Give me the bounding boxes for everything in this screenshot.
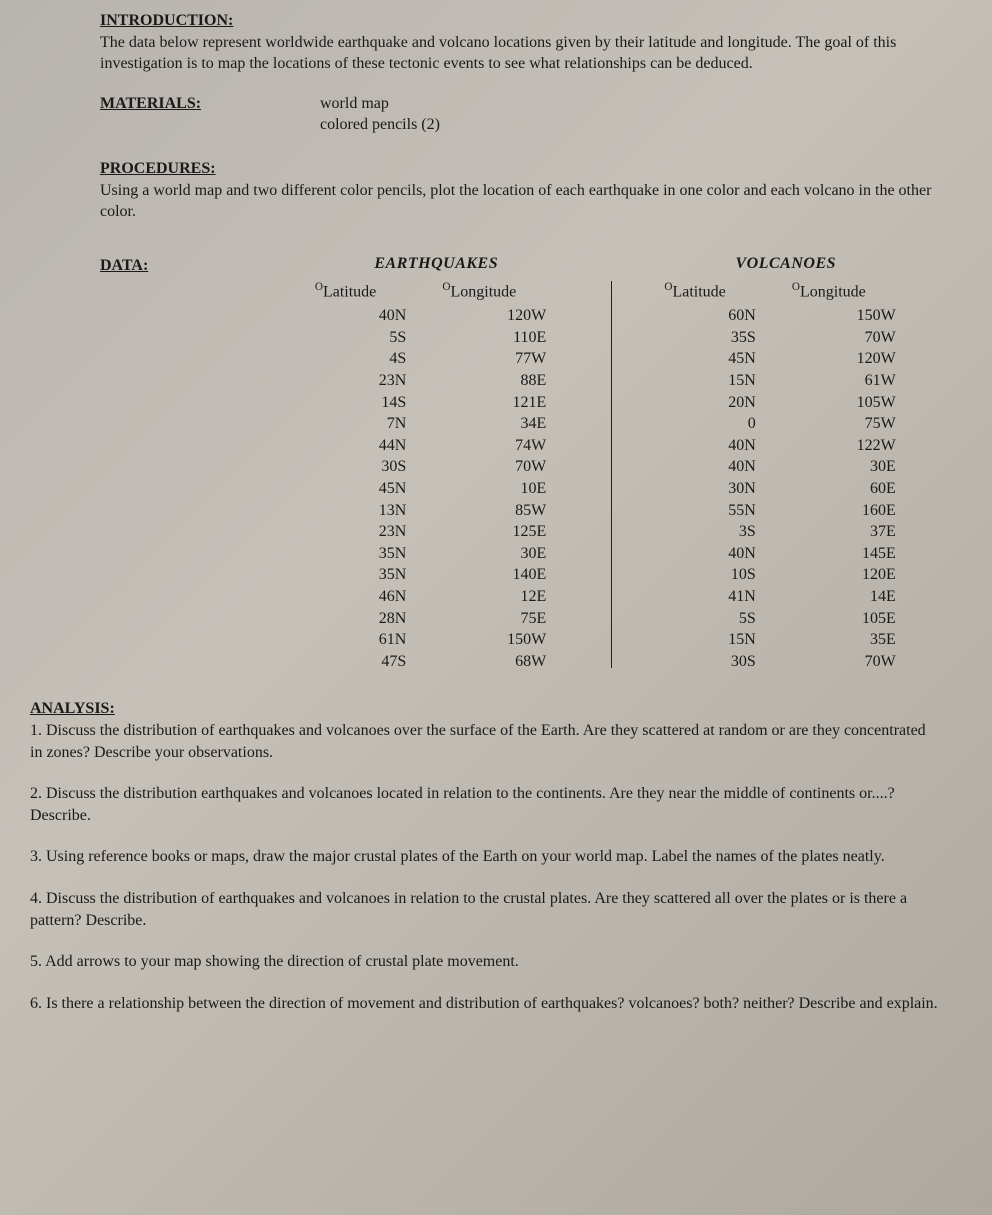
volcano-lon-cell: 35E xyxy=(786,629,896,651)
volcanoes-title: VOLCANOES xyxy=(620,253,953,275)
earthquake-lon-cell: 74W xyxy=(436,435,546,457)
earthquake-lat-cell: 44N xyxy=(296,435,406,457)
volcano-lat-cell: 30S xyxy=(646,651,756,673)
volcano-lat-cell: 40N xyxy=(646,435,756,457)
volcano-lat-cell: 5S xyxy=(646,608,756,630)
volcano-lon-cell: 160E xyxy=(786,500,896,522)
volcano-lon-cell: 120E xyxy=(786,564,896,586)
volcano-lon-cell: 14E xyxy=(786,586,896,608)
volcano-lon-cell: 105E xyxy=(786,608,896,630)
analysis-item: 2. Discuss the distribution earthquakes … xyxy=(30,783,942,826)
earthquake-lon-cell: 70W xyxy=(436,456,546,478)
earthquakes-lat-header: OLatitude xyxy=(296,280,406,303)
earthquake-lat-cell: 23N xyxy=(296,521,406,543)
volcano-lon-cell: 122W xyxy=(786,435,896,457)
earthquake-lon-cell: 68W xyxy=(436,651,546,673)
volcano-lat-cell: 30N xyxy=(646,478,756,500)
earthquake-lat-cell: 30S xyxy=(296,456,406,478)
materials-item: colored pencils (2) xyxy=(320,114,440,136)
earthquakes-title: EARTHQUAKES xyxy=(270,253,603,275)
earthquake-lat-cell: 4S xyxy=(296,348,406,370)
volcano-lat-cell: 10S xyxy=(646,564,756,586)
volcano-lat-cell: 40N xyxy=(646,456,756,478)
volcanoes-lat-header: OLatitude xyxy=(646,280,756,303)
volcano-lon-cell: 30E xyxy=(786,456,896,478)
table-divider xyxy=(611,281,612,669)
volcano-lat-cell: 15N xyxy=(646,629,756,651)
introduction-heading: INTRODUCTION: xyxy=(100,12,233,29)
volcano-lon-cell: 145E xyxy=(786,543,896,565)
earthquake-lon-cell: 12E xyxy=(436,586,546,608)
earthquake-lon-cell: 34E xyxy=(436,413,546,435)
data-section: DATA: EARTHQUAKES OLatitude 40N5S4S23N14… xyxy=(100,253,952,673)
materials-item: world map xyxy=(320,93,440,115)
earthquake-lat-cell: 45N xyxy=(296,478,406,500)
earthquake-lat-cell: 14S xyxy=(296,392,406,414)
volcano-lat-cell: 3S xyxy=(646,521,756,543)
volcano-lat-cell: 0 xyxy=(646,413,756,435)
earthquake-lon-cell: 85W xyxy=(436,500,546,522)
procedures-section: PROCEDURES: Using a world map and two di… xyxy=(100,158,952,223)
introduction-text: The data below represent worldwide earth… xyxy=(100,34,896,73)
earthquakes-column: EARTHQUAKES OLatitude 40N5S4S23N14S7N44N… xyxy=(270,253,603,673)
earthquake-lat-cell: 46N xyxy=(296,586,406,608)
volcano-lon-cell: 75W xyxy=(786,413,896,435)
volcano-lon-cell: 120W xyxy=(786,348,896,370)
volcano-lon-cell: 37E xyxy=(786,521,896,543)
earthquake-lon-cell: 125E xyxy=(436,521,546,543)
analysis-heading: ANALYSIS: xyxy=(30,700,115,717)
volcano-lat-cell: 41N xyxy=(646,586,756,608)
earthquake-lat-cell: 61N xyxy=(296,629,406,651)
earthquake-lon-cell: 88E xyxy=(436,370,546,392)
volcano-lat-cell: 35S xyxy=(646,327,756,349)
volcano-lon-cell: 70W xyxy=(786,651,896,673)
analysis-item: 4. Discuss the distribution of earthquak… xyxy=(30,888,942,931)
earthquake-lon-cell: 150W xyxy=(436,629,546,651)
earthquake-lon-cell: 120W xyxy=(436,305,546,327)
earthquake-lon-cell: 121E xyxy=(436,392,546,414)
volcano-lon-cell: 61W xyxy=(786,370,896,392)
earthquake-lat-cell: 5S xyxy=(296,327,406,349)
materials-list: world map colored pencils (2) xyxy=(320,93,440,136)
volcano-lat-cell: 15N xyxy=(646,370,756,392)
earthquake-lon-cell: 75E xyxy=(436,608,546,630)
materials-section: MATERIALS: world map colored pencils (2) xyxy=(100,93,952,136)
volcano-lat-cell: 60N xyxy=(646,305,756,327)
volcano-lon-cell: 70W xyxy=(786,327,896,349)
procedures-text: Using a world map and two different colo… xyxy=(100,182,931,221)
volcanoes-column: VOLCANOES OLatitude 60N35S45N15N20N040N4… xyxy=(620,253,953,673)
earthquake-lon-cell: 10E xyxy=(436,478,546,500)
earthquake-lat-cell: 47S xyxy=(296,651,406,673)
volcano-lat-cell: 55N xyxy=(646,500,756,522)
volcano-lat-cell: 20N xyxy=(646,392,756,414)
earthquake-lon-cell: 110E xyxy=(436,327,546,349)
analysis-item: 1. Discuss the distribution of earthquak… xyxy=(30,720,942,763)
earthquake-lon-cell: 140E xyxy=(436,564,546,586)
earthquake-lon-cell: 77W xyxy=(436,348,546,370)
earthquake-lat-cell: 40N xyxy=(296,305,406,327)
introduction-section: INTRODUCTION: The data below represent w… xyxy=(100,10,952,75)
earthquake-lat-cell: 23N xyxy=(296,370,406,392)
analysis-item: 6. Is there a relationship between the d… xyxy=(30,993,942,1015)
earthquake-lat-cell: 28N xyxy=(296,608,406,630)
procedures-heading: PROCEDURES: xyxy=(100,160,216,177)
volcano-lat-cell: 45N xyxy=(646,348,756,370)
volcano-lat-cell: 40N xyxy=(646,543,756,565)
earthquake-lat-cell: 7N xyxy=(296,413,406,435)
analysis-item: 5. Add arrows to your map showing the di… xyxy=(30,951,942,973)
volcanoes-lon-header: OLongitude xyxy=(786,280,896,303)
analysis-section: ANALYSIS: 1. Discuss the distribution of… xyxy=(30,698,952,1014)
volcano-lon-cell: 150W xyxy=(786,305,896,327)
earthquake-lon-cell: 30E xyxy=(436,543,546,565)
volcano-lon-cell: 105W xyxy=(786,392,896,414)
earthquakes-lon-header: OLongitude xyxy=(436,280,546,303)
data-heading: DATA: xyxy=(100,257,148,274)
earthquake-lat-cell: 35N xyxy=(296,543,406,565)
analysis-item: 3. Using reference books or maps, draw t… xyxy=(30,846,942,868)
earthquake-lat-cell: 13N xyxy=(296,500,406,522)
materials-heading: MATERIALS: xyxy=(100,95,201,112)
earthquake-lat-cell: 35N xyxy=(296,564,406,586)
volcano-lon-cell: 60E xyxy=(786,478,896,500)
